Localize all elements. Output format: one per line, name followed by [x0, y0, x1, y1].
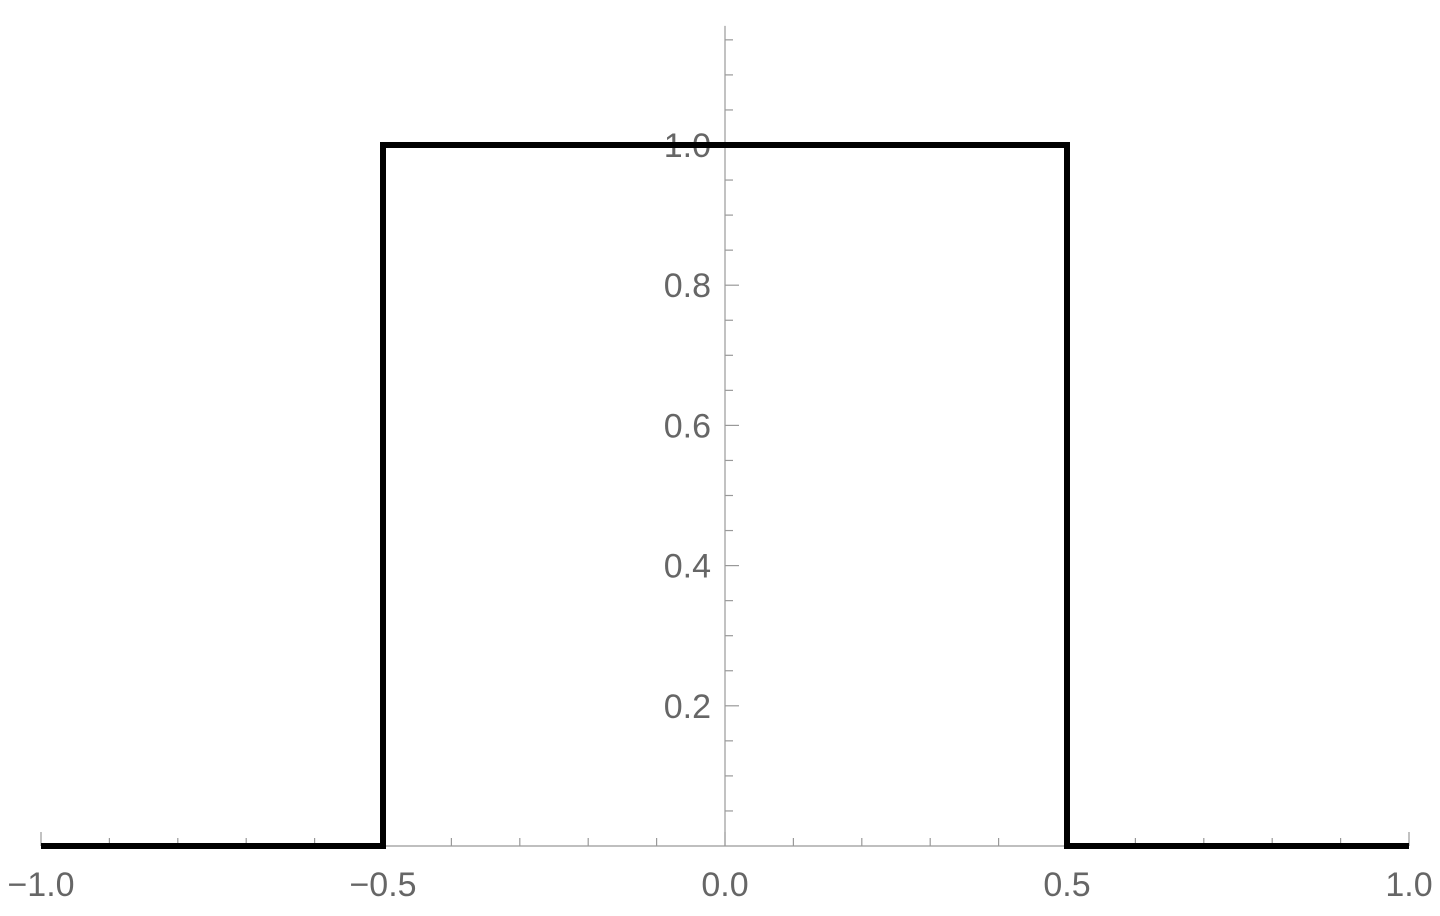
series-layer	[41, 142, 1409, 849]
x-ticks: −1.0 −0.5 0.0 0.5 1.0	[7, 866, 1432, 904]
y-ticks: 0.20.40.60.81.0	[664, 127, 711, 726]
axes: −1.0 −0.5 0.0 0.5 1.0 0.2 0.4 0.6 0.8 1.0	[7, 25, 1433, 904]
x-tick-label: −1.0	[7, 866, 74, 904]
x-tick-label: 0.5	[1043, 866, 1090, 904]
x-tick-label: 1.0	[1385, 866, 1432, 904]
y-tick-label: 0.4	[664, 548, 711, 586]
x-tick-label: 0.0	[701, 866, 748, 904]
y-tick-label: 0.2	[664, 688, 711, 726]
y-tick-label: 0.6	[664, 407, 711, 445]
series-line-1	[41, 142, 1409, 849]
x-tick-label: −0.5	[349, 866, 416, 904]
y-tick-label: 0.8	[664, 267, 711, 305]
